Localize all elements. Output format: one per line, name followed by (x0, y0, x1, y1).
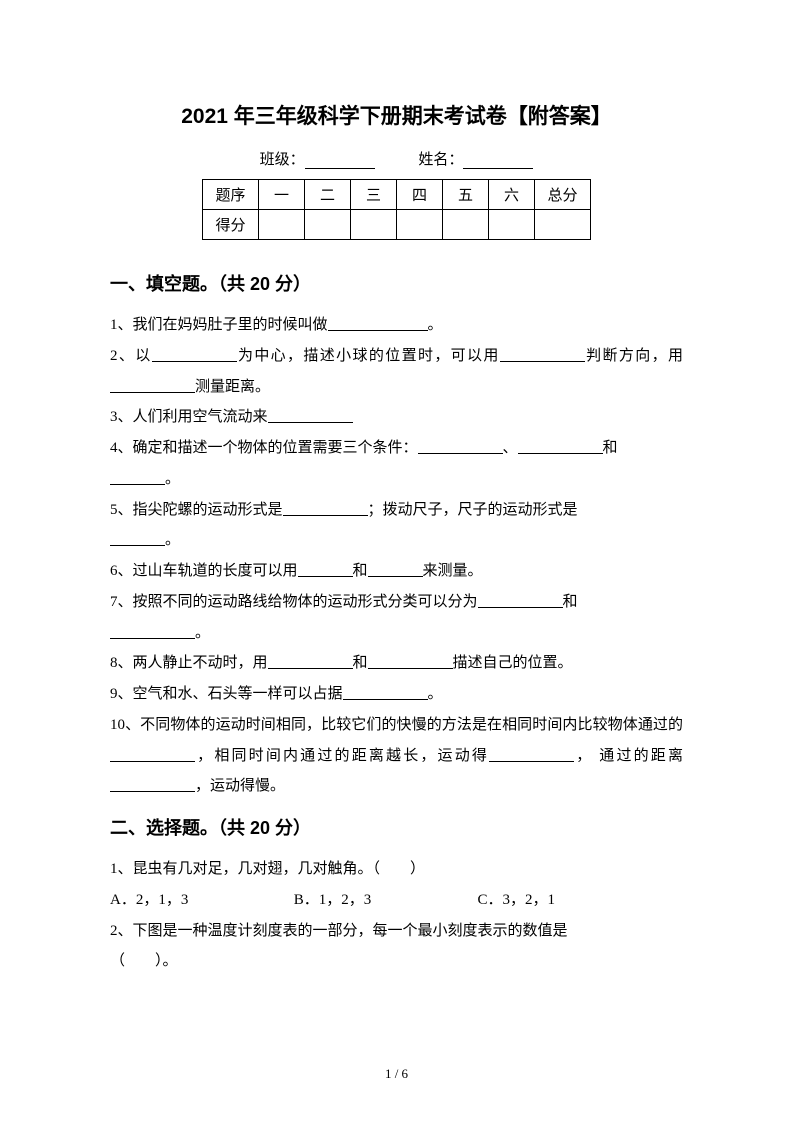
fill-blank[interactable] (298, 563, 353, 577)
option-b[interactable]: B．1，2，3 (294, 885, 474, 916)
page-number: 1 / 6 (0, 1066, 793, 1082)
fill-blank[interactable] (268, 655, 353, 669)
q-text: 用 (668, 348, 683, 364)
col-header: 一 (259, 180, 305, 210)
section2-heading: 二、选择题。（共 20 分） (110, 814, 683, 840)
fill-blank[interactable] (489, 748, 574, 762)
fill-blank[interactable] (152, 348, 237, 362)
col-header: 四 (397, 180, 443, 210)
row-header: 得分 (203, 210, 259, 240)
name-label: 姓名： (418, 148, 463, 169)
score-cell[interactable] (443, 210, 489, 240)
table-row: 得分 (203, 210, 591, 240)
col-header: 六 (489, 180, 535, 210)
row-header: 题序 (203, 180, 259, 210)
question-9: 9、空气和水、石头等一样可以占据 。 (110, 679, 683, 710)
mc-question-1: 1、昆虫有几对足，几对翅，几对触角。（ ） (110, 854, 683, 885)
q-text: 5、指尖陀螺的运动形式是 (110, 502, 283, 518)
mc-question-2: 2、下图是一种温度计刻度表的一部分，每一个最小刻度表示的数值是 （ ）。 (110, 916, 683, 978)
question-5: 5、指尖陀螺的运动形式是 ；拨动尺子，尺子的运动形式是。 (110, 495, 683, 557)
col-header: 三 (351, 180, 397, 210)
q-text: 8、两人静止不动时，用 (110, 655, 268, 671)
fill-blank[interactable] (328, 317, 428, 331)
q-text: 测量距离。 (195, 379, 270, 395)
fill-blank[interactable] (110, 778, 195, 792)
question-7: 7、按照不同的运动路线给物体的运动形式分类可以分为 和。 (110, 587, 683, 649)
option-a[interactable]: A．2，1，3 (110, 885, 290, 916)
fill-blank[interactable] (110, 748, 195, 762)
q-text: 、 (503, 440, 518, 456)
q-text: 4、确定和描述一个物体的位置需要三个条件： (110, 440, 418, 456)
question-8: 8、两人静止不动时，用 和 描述自己的位置。 (110, 648, 683, 679)
fill-blank[interactable] (518, 440, 603, 454)
col-header: 五 (443, 180, 489, 210)
q-text: （ ）。 (110, 953, 178, 969)
q-text: 2、下图是一种温度计刻度表的一部分，每一个最小刻度表示的数值是 (110, 923, 568, 939)
q-text: 10、不同物体的运动时间相同，比较它们的快慢的方法是在相同时间内比较物体通过的 (110, 717, 683, 733)
fill-blank[interactable] (368, 655, 453, 669)
fill-blank[interactable] (478, 594, 563, 608)
q-text: 7、按照不同的运动路线给物体的运动形式分类可以分为 (110, 594, 478, 610)
q-text: 判断方向， (585, 348, 668, 364)
q-text: 描述自己的位置。 (453, 655, 573, 671)
score-cell[interactable] (259, 210, 305, 240)
q-text: 9、空气和水、石头等一样可以占据 (110, 686, 343, 702)
q-text: ， 通过的距离 (574, 748, 683, 764)
q-text: 。 (195, 625, 210, 641)
class-blank[interactable] (305, 155, 375, 169)
q-text: ，运动得慢。 (195, 778, 285, 794)
q-text: 。 (428, 686, 443, 702)
q-text: 1、昆虫有几对足，几对翅，几对触角。（ ） (110, 861, 425, 877)
name-blank[interactable] (463, 155, 533, 169)
section1-heading: 一、填空题。（共 20 分） (110, 270, 683, 296)
fill-blank[interactable] (268, 409, 353, 423)
fill-blank[interactable] (110, 379, 195, 393)
exam-title: 2021 年三年级科学下册期末考试卷【附答案】 (110, 100, 683, 130)
fill-blank[interactable] (500, 348, 585, 362)
q-text: 来测量。 (423, 563, 483, 579)
q-text: 。 (165, 471, 180, 487)
score-cell[interactable] (305, 210, 351, 240)
q-text: ，相同时间内通过的距离越长，运动得 (195, 748, 489, 764)
q-text: 。 (428, 317, 443, 333)
q-text: 和 (563, 594, 578, 610)
q-text: ；拨动尺子，尺子的运动形式是 (368, 502, 578, 518)
q-text: 和 (353, 563, 368, 579)
q-text: 。 (165, 532, 180, 548)
class-label: 班级： (260, 148, 305, 169)
score-cell[interactable] (489, 210, 535, 240)
question-6: 6、过山车轨道的长度可以用 和 来测量。 (110, 556, 683, 587)
q-text: 3、人们利用空气流动来 (110, 409, 268, 425)
fill-blank[interactable] (283, 502, 368, 516)
student-info-row: 班级： 姓名： (110, 148, 683, 169)
q-text: 和 (603, 440, 618, 456)
total-header: 总分 (535, 180, 591, 210)
table-row: 题序 一 二 三 四 五 六 总分 (203, 180, 591, 210)
fill-blank[interactable] (418, 440, 503, 454)
question-3: 3、人们利用空气流动来 (110, 402, 683, 433)
fill-blank[interactable] (343, 686, 428, 700)
question-10: 10、不同物体的运动时间相同，比较它们的快慢的方法是在相同时间内比较物体通过的 ，… (110, 710, 683, 802)
question-4: 4、确定和描述一个物体的位置需要三个条件： 、 和。 (110, 433, 683, 495)
total-cell[interactable] (535, 210, 591, 240)
col-header: 二 (305, 180, 351, 210)
q-text: 和 (353, 655, 368, 671)
fill-blank[interactable] (110, 471, 165, 485)
score-cell[interactable] (397, 210, 443, 240)
fill-blank[interactable] (110, 625, 195, 639)
q-text: 6、过山车轨道的长度可以用 (110, 563, 298, 579)
mc-options-1: A．2，1，3 B．1，2，3 C．3，2，1 (110, 885, 683, 916)
fill-blank[interactable] (110, 532, 165, 546)
q-text: 为中心，描述小球的位置时，可以用 (237, 348, 500, 364)
q-text: 2、以 (110, 348, 152, 364)
question-1: 1、我们在妈妈肚子里的时候叫做 。 (110, 310, 683, 341)
q-text: 1、我们在妈妈肚子里的时候叫做 (110, 317, 328, 333)
option-c[interactable]: C．3，2，1 (478, 885, 556, 916)
score-cell[interactable] (351, 210, 397, 240)
score-table: 题序 一 二 三 四 五 六 总分 得分 (202, 179, 591, 240)
question-2: 2、以 为中心，描述小球的位置时，可以用 判断方向，用测量距离。 (110, 341, 683, 403)
fill-blank[interactable] (368, 563, 423, 577)
